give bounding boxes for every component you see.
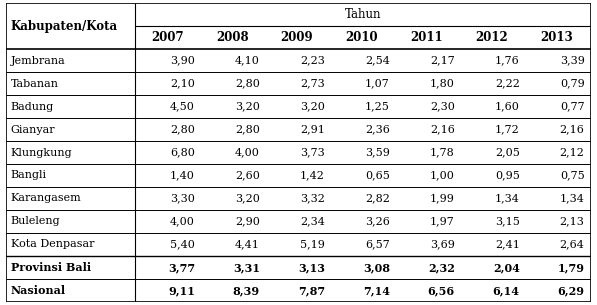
Text: 2,32: 2,32 <box>428 262 455 273</box>
Text: 6,80: 6,80 <box>170 148 195 157</box>
Text: 1,07: 1,07 <box>365 78 390 88</box>
Text: 2,13: 2,13 <box>560 217 584 227</box>
Text: 2,30: 2,30 <box>430 102 455 112</box>
Text: 3,31: 3,31 <box>233 262 260 273</box>
Text: Nasional: Nasional <box>11 285 66 296</box>
Text: 3,90: 3,90 <box>170 56 195 66</box>
Text: 1,80: 1,80 <box>430 78 455 88</box>
Text: 1,00: 1,00 <box>430 170 455 181</box>
Text: 2009: 2009 <box>281 31 313 44</box>
Text: 3,15: 3,15 <box>495 217 519 227</box>
Text: 3,39: 3,39 <box>560 56 584 66</box>
Text: 1,97: 1,97 <box>430 217 455 227</box>
Text: 1,34: 1,34 <box>495 193 519 203</box>
Text: 1,40: 1,40 <box>170 170 195 181</box>
Text: Tahun: Tahun <box>344 8 381 21</box>
Text: 0,95: 0,95 <box>495 170 519 181</box>
Text: 6,57: 6,57 <box>365 239 390 249</box>
Text: 2,05: 2,05 <box>495 148 519 157</box>
Text: 0,65: 0,65 <box>365 170 390 181</box>
Text: 2,54: 2,54 <box>365 56 390 66</box>
Text: 3,69: 3,69 <box>430 239 455 249</box>
Text: Bangli: Bangli <box>11 170 47 181</box>
Text: 1,99: 1,99 <box>430 193 455 203</box>
Text: 1,72: 1,72 <box>495 124 519 135</box>
Text: 3,20: 3,20 <box>235 102 260 112</box>
Text: 2,23: 2,23 <box>300 56 325 66</box>
Text: 3,59: 3,59 <box>365 148 390 157</box>
Text: 1,42: 1,42 <box>300 170 325 181</box>
Text: 3,08: 3,08 <box>363 262 390 273</box>
Text: 0,77: 0,77 <box>560 102 584 112</box>
Text: 2,41: 2,41 <box>495 239 519 249</box>
Text: 2008: 2008 <box>216 31 248 44</box>
Text: Tabanan: Tabanan <box>11 78 59 88</box>
Text: 3,13: 3,13 <box>298 262 325 273</box>
Text: 3,26: 3,26 <box>365 217 390 227</box>
Text: 0,75: 0,75 <box>560 170 584 181</box>
Text: Buleleng: Buleleng <box>11 217 60 227</box>
Text: Badung: Badung <box>11 102 54 112</box>
Text: Klungkung: Klungkung <box>11 148 72 157</box>
Text: Jembrana: Jembrana <box>11 56 66 66</box>
Text: 2,10: 2,10 <box>170 78 195 88</box>
Text: 6,29: 6,29 <box>558 285 584 296</box>
Text: 3,30: 3,30 <box>170 193 195 203</box>
Text: 9,11: 9,11 <box>168 285 195 296</box>
Text: 2,17: 2,17 <box>430 56 455 66</box>
Text: 1,78: 1,78 <box>430 148 455 157</box>
Text: 3,20: 3,20 <box>300 102 325 112</box>
Text: 2,34: 2,34 <box>300 217 325 227</box>
Text: 2,64: 2,64 <box>560 239 584 249</box>
Text: 8,39: 8,39 <box>233 285 260 296</box>
Text: 2011: 2011 <box>411 31 443 44</box>
Text: 2,16: 2,16 <box>430 124 455 135</box>
Text: 2007: 2007 <box>151 31 183 44</box>
Text: Provinsi Bali: Provinsi Bali <box>11 262 91 273</box>
Text: 3,32: 3,32 <box>300 193 325 203</box>
Text: 2,22: 2,22 <box>495 78 519 88</box>
Text: 2,04: 2,04 <box>493 262 519 273</box>
Text: 2,90: 2,90 <box>235 217 260 227</box>
Text: 2,91: 2,91 <box>300 124 325 135</box>
Text: 4,00: 4,00 <box>170 217 195 227</box>
Text: 5,40: 5,40 <box>170 239 195 249</box>
Text: 2,80: 2,80 <box>170 124 195 135</box>
Text: 2012: 2012 <box>475 31 508 44</box>
Text: 2,82: 2,82 <box>365 193 390 203</box>
Text: 2,16: 2,16 <box>560 124 584 135</box>
Text: 6,56: 6,56 <box>427 285 455 296</box>
Text: 4,50: 4,50 <box>170 102 195 112</box>
Text: Gianyar: Gianyar <box>11 124 56 135</box>
Text: 1,34: 1,34 <box>560 193 584 203</box>
Text: 2,60: 2,60 <box>235 170 260 181</box>
Text: 1,79: 1,79 <box>558 262 584 273</box>
Text: 7,87: 7,87 <box>298 285 325 296</box>
Text: 4,10: 4,10 <box>235 56 260 66</box>
Text: 6,14: 6,14 <box>493 285 519 296</box>
Text: 2,12: 2,12 <box>560 148 584 157</box>
Text: 7,14: 7,14 <box>363 285 390 296</box>
Text: 2013: 2013 <box>540 31 573 44</box>
Text: Karangasem: Karangasem <box>11 193 81 203</box>
Text: 2,73: 2,73 <box>300 78 325 88</box>
Text: Kabupaten/Kota: Kabupaten/Kota <box>11 20 118 33</box>
Text: 2010: 2010 <box>346 31 378 44</box>
Text: 1,76: 1,76 <box>495 56 519 66</box>
Text: Kota Denpasar: Kota Denpasar <box>11 239 94 249</box>
Text: 2,80: 2,80 <box>235 124 260 135</box>
Text: 2,80: 2,80 <box>235 78 260 88</box>
Text: 4,41: 4,41 <box>235 239 260 249</box>
Text: 3,20: 3,20 <box>235 193 260 203</box>
Text: 0,79: 0,79 <box>560 78 584 88</box>
Text: 2,36: 2,36 <box>365 124 390 135</box>
Text: 3,77: 3,77 <box>168 262 195 273</box>
Text: 1,60: 1,60 <box>495 102 519 112</box>
Text: 5,19: 5,19 <box>300 239 325 249</box>
Text: 3,73: 3,73 <box>300 148 325 157</box>
Text: 4,00: 4,00 <box>235 148 260 157</box>
Text: 1,25: 1,25 <box>365 102 390 112</box>
